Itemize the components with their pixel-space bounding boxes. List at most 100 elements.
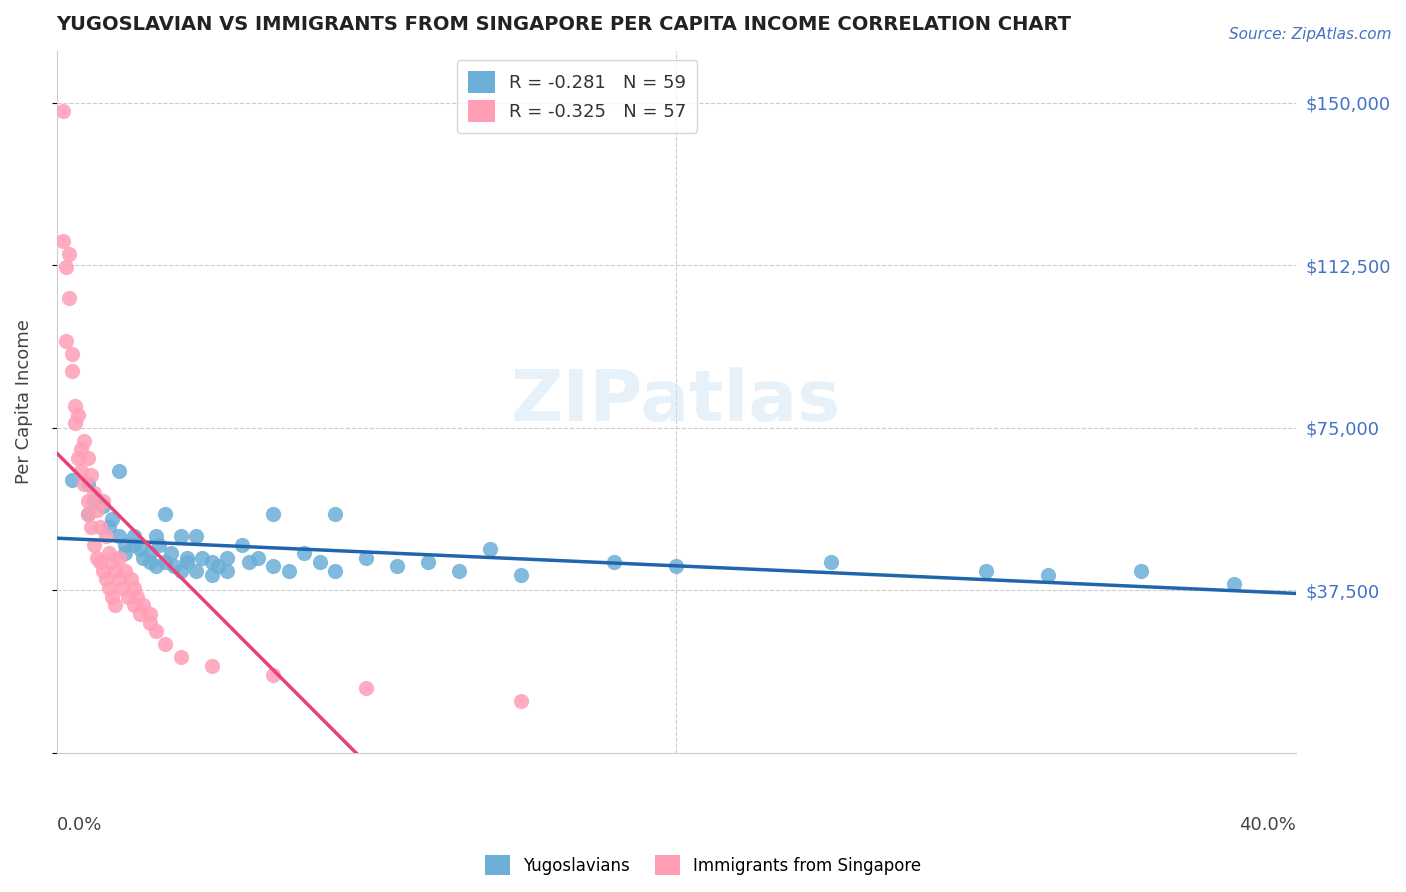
Point bbox=[67, 450, 90, 465]
Point bbox=[974, 564, 997, 578]
Point bbox=[52, 235, 75, 249]
Text: 0.0%: 0.0% bbox=[56, 816, 103, 834]
Point bbox=[294, 546, 316, 560]
Point bbox=[129, 607, 152, 621]
Point bbox=[603, 555, 626, 569]
Point bbox=[104, 564, 127, 578]
Point bbox=[138, 615, 160, 630]
Point bbox=[176, 555, 198, 569]
Point bbox=[114, 546, 136, 560]
Point bbox=[70, 464, 93, 478]
Point bbox=[63, 417, 86, 431]
Text: 40.0%: 40.0% bbox=[1239, 816, 1296, 834]
Point bbox=[231, 538, 253, 552]
Point bbox=[122, 538, 145, 552]
Point bbox=[169, 529, 191, 543]
Point bbox=[145, 529, 167, 543]
Legend: R = -0.281   N = 59, R = -0.325   N = 57: R = -0.281 N = 59, R = -0.325 N = 57 bbox=[457, 60, 697, 133]
Text: ZIPatlas: ZIPatlas bbox=[512, 368, 841, 436]
Point bbox=[63, 399, 86, 413]
Point bbox=[122, 529, 145, 543]
Point bbox=[820, 555, 842, 569]
Point bbox=[120, 572, 142, 586]
Point bbox=[91, 499, 114, 513]
Point bbox=[278, 564, 301, 578]
Point bbox=[215, 564, 238, 578]
Point bbox=[101, 590, 124, 604]
Point bbox=[153, 637, 176, 651]
Point bbox=[200, 568, 222, 582]
Point bbox=[169, 650, 191, 665]
Point bbox=[207, 559, 229, 574]
Point bbox=[129, 541, 152, 556]
Point bbox=[138, 555, 160, 569]
Point bbox=[67, 408, 90, 422]
Point bbox=[176, 550, 198, 565]
Point bbox=[138, 607, 160, 621]
Point bbox=[52, 104, 75, 119]
Point bbox=[111, 581, 134, 595]
Point bbox=[184, 529, 207, 543]
Point bbox=[117, 590, 139, 604]
Point bbox=[98, 581, 121, 595]
Y-axis label: Per Capita Income: Per Capita Income bbox=[15, 319, 32, 484]
Text: YUGOSLAVIAN VS IMMIGRANTS FROM SINGAPORE PER CAPITA INCOME CORRELATION CHART: YUGOSLAVIAN VS IMMIGRANTS FROM SINGAPORE… bbox=[56, 15, 1071, 34]
Point bbox=[127, 590, 149, 604]
Point bbox=[200, 555, 222, 569]
Point bbox=[104, 599, 127, 613]
Point bbox=[107, 529, 129, 543]
Point bbox=[86, 550, 108, 565]
Point bbox=[449, 564, 471, 578]
Point bbox=[83, 538, 105, 552]
Point bbox=[356, 550, 378, 565]
Point bbox=[60, 473, 83, 487]
Point bbox=[101, 555, 124, 569]
Point bbox=[107, 572, 129, 586]
Point bbox=[325, 564, 347, 578]
Point bbox=[238, 555, 260, 569]
Point bbox=[98, 520, 121, 534]
Point bbox=[153, 508, 176, 522]
Point bbox=[387, 559, 409, 574]
Point bbox=[101, 511, 124, 525]
Point bbox=[58, 291, 80, 305]
Point bbox=[55, 260, 77, 275]
Point bbox=[418, 555, 440, 569]
Point bbox=[91, 564, 114, 578]
Point bbox=[76, 508, 98, 522]
Point bbox=[60, 364, 83, 378]
Point bbox=[1036, 568, 1059, 582]
Point bbox=[91, 494, 114, 508]
Point bbox=[262, 508, 284, 522]
Point bbox=[510, 568, 533, 582]
Point bbox=[215, 550, 238, 565]
Point bbox=[89, 555, 111, 569]
Point bbox=[510, 693, 533, 707]
Point bbox=[153, 555, 176, 569]
Point bbox=[73, 477, 96, 491]
Point bbox=[76, 450, 98, 465]
Point bbox=[145, 624, 167, 639]
Point bbox=[86, 503, 108, 517]
Point bbox=[122, 581, 145, 595]
Point bbox=[80, 468, 103, 483]
Point bbox=[262, 559, 284, 574]
Point bbox=[80, 520, 103, 534]
Point bbox=[96, 572, 118, 586]
Point bbox=[70, 442, 93, 457]
Point bbox=[325, 508, 347, 522]
Point bbox=[1129, 564, 1152, 578]
Point bbox=[148, 538, 170, 552]
Point bbox=[76, 477, 98, 491]
Point bbox=[479, 541, 502, 556]
Point bbox=[114, 538, 136, 552]
Point bbox=[169, 564, 191, 578]
Point bbox=[60, 347, 83, 361]
Point bbox=[76, 508, 98, 522]
Point bbox=[191, 550, 214, 565]
Point bbox=[132, 550, 155, 565]
Point bbox=[114, 564, 136, 578]
Text: Source: ZipAtlas.com: Source: ZipAtlas.com bbox=[1229, 27, 1392, 42]
Point bbox=[107, 464, 129, 478]
Point bbox=[160, 546, 183, 560]
